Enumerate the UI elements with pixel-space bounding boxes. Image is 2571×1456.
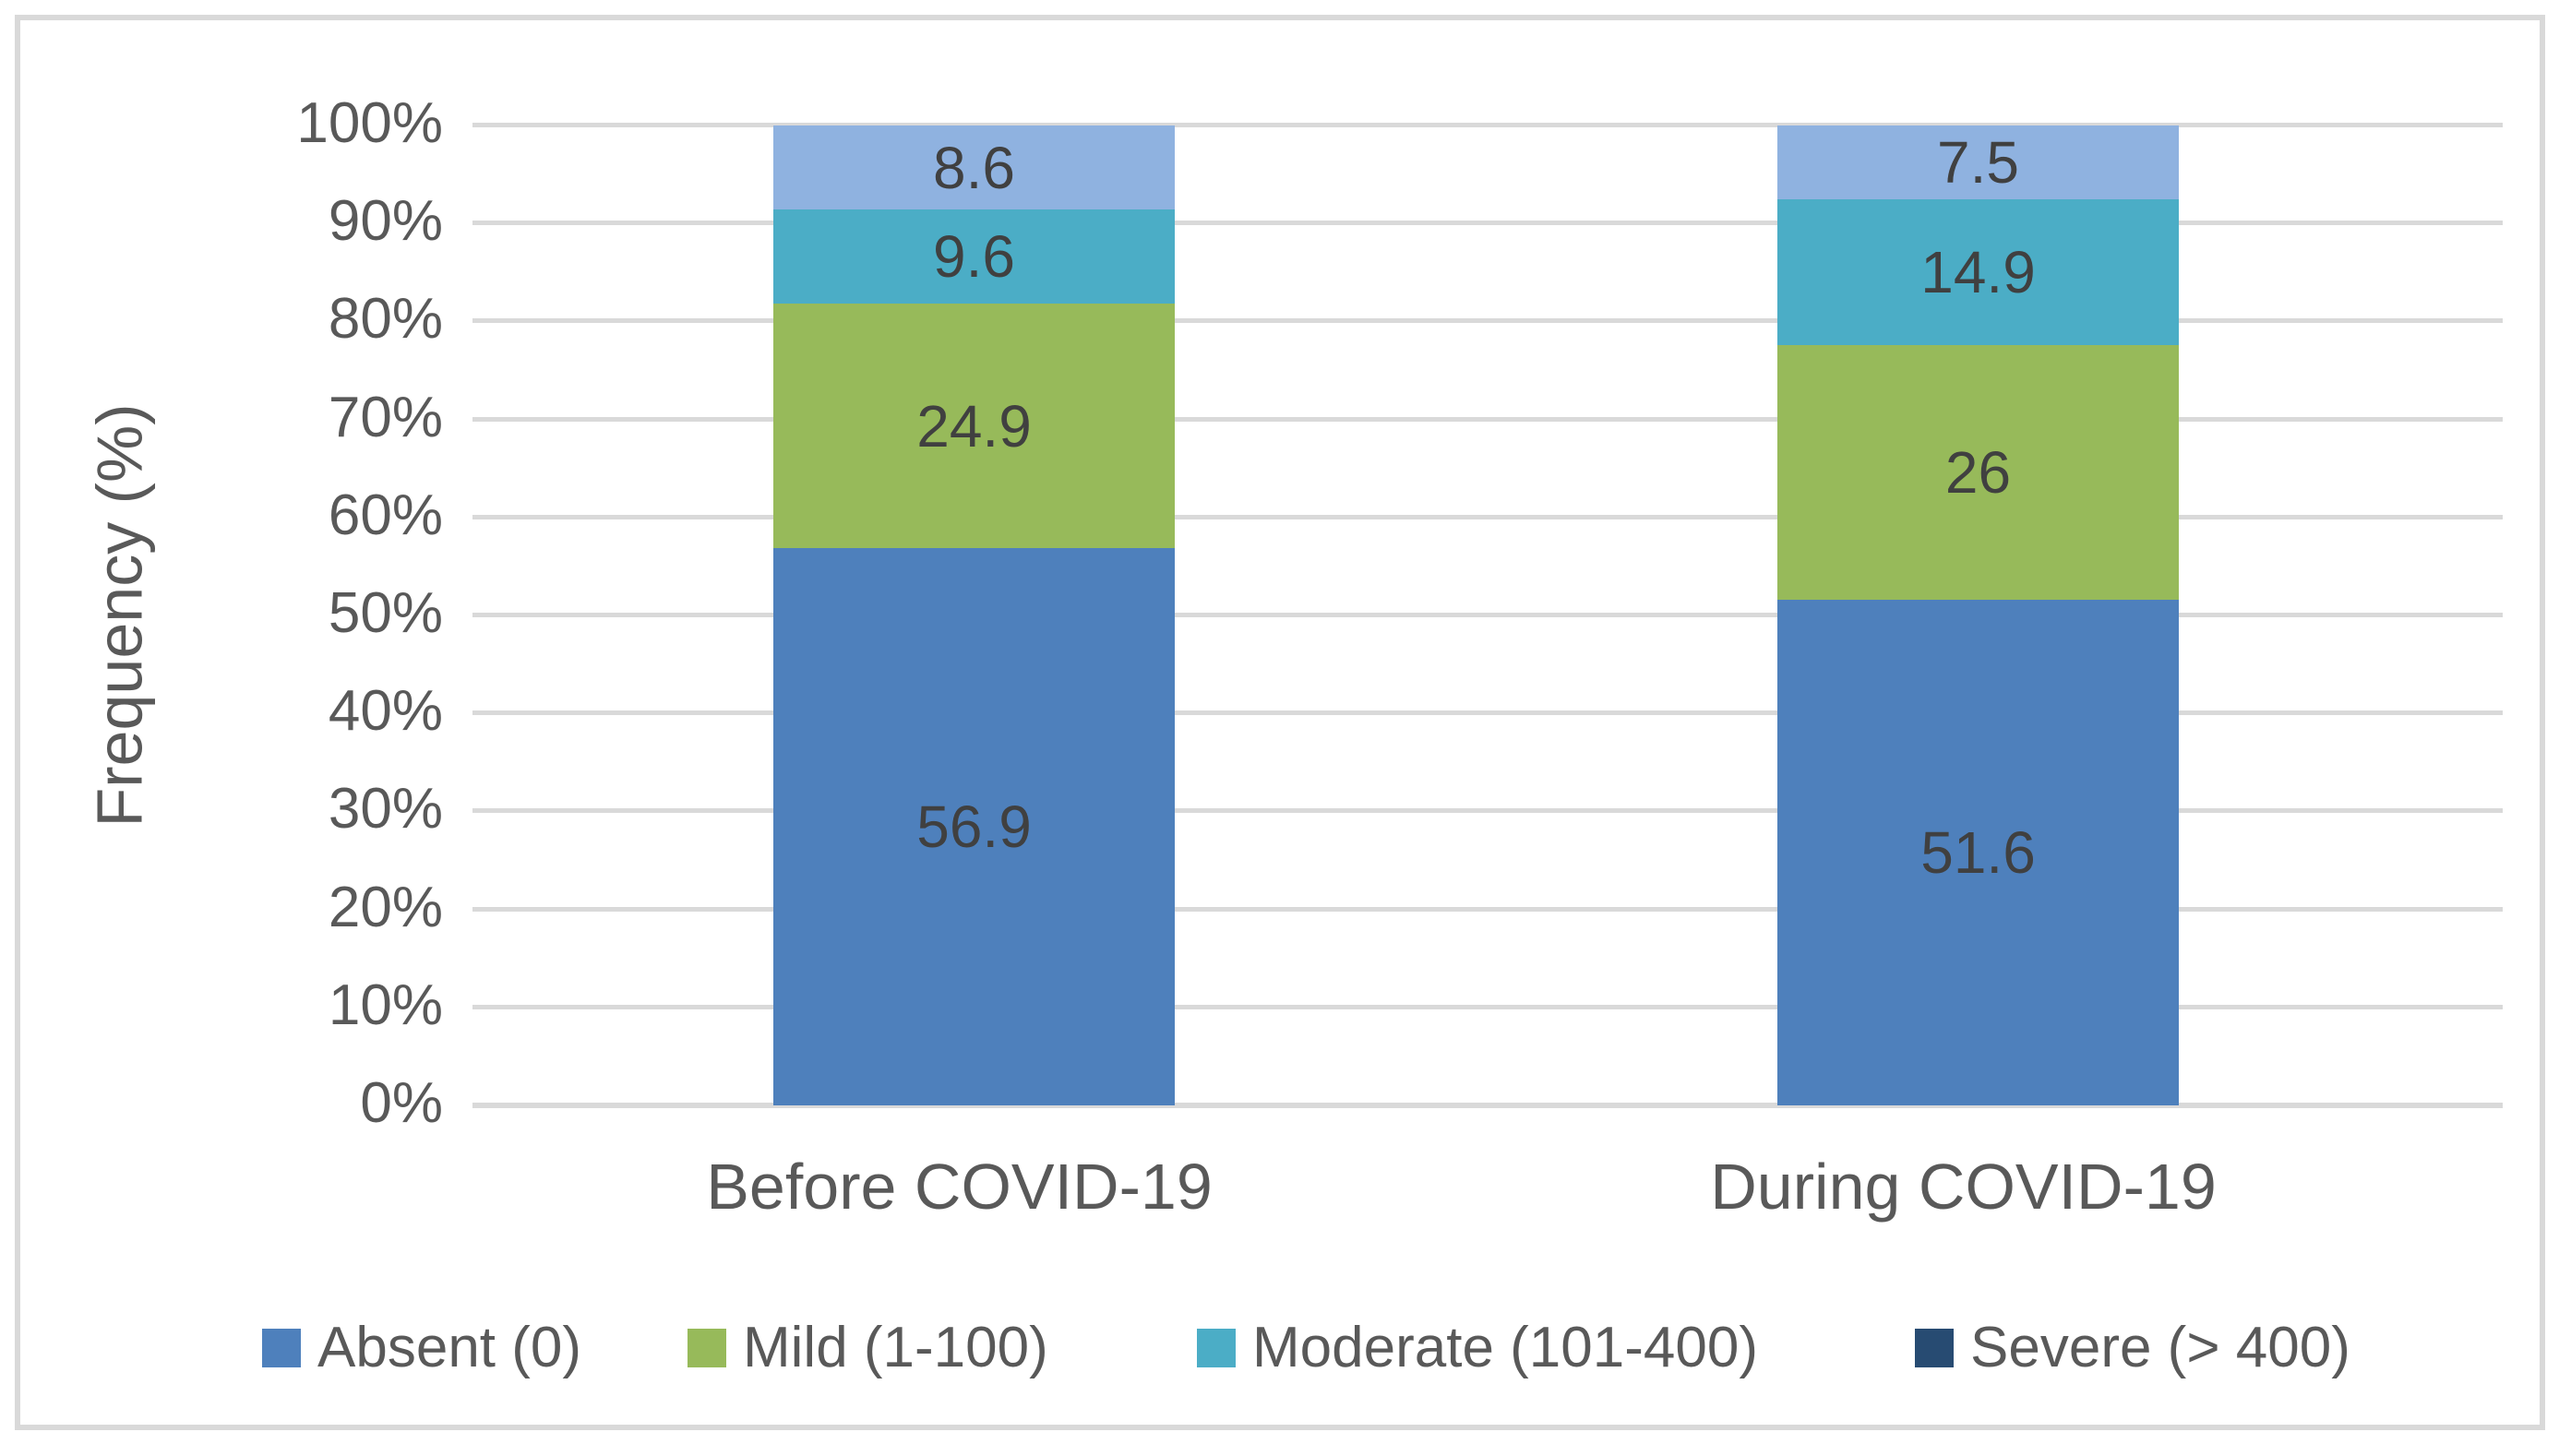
bar-segment: 14.9 bbox=[1777, 198, 2179, 345]
data-label: 24.9 bbox=[916, 392, 1032, 459]
gridline-90 bbox=[472, 221, 2503, 226]
legend-item-2: Moderate (101-400) bbox=[1197, 1318, 1758, 1378]
bar-segment: 7.5 bbox=[1777, 125, 2179, 199]
legend-label: Moderate (101-400) bbox=[1252, 1316, 1758, 1379]
bar-segment: 8.6 bbox=[773, 125, 1175, 210]
gridline-70 bbox=[472, 416, 2503, 422]
bar-0: 56.9 24.9 9.6 8.6 bbox=[773, 125, 1175, 1105]
gridline-50 bbox=[472, 613, 2503, 617]
chart-frame: Frequency (%) 56.9 24.9 9.6 8.6 51.6 26 14.9 7.… bbox=[15, 15, 2545, 1430]
bar-1: 51.6 26 14.9 7.5 bbox=[1777, 125, 2179, 1105]
legend-item-1: Mild (1-100) bbox=[688, 1318, 1048, 1378]
gridline-100 bbox=[472, 123, 2503, 127]
gridline-10 bbox=[472, 1004, 2503, 1009]
gridline-30 bbox=[472, 808, 2503, 814]
x-axis-line bbox=[472, 1103, 2503, 1108]
y-tick-label-90: 90% bbox=[328, 189, 443, 254]
legend-label: Mild (1-100) bbox=[743, 1316, 1048, 1379]
y-tick-label-70: 70% bbox=[328, 385, 443, 449]
gridline-60 bbox=[472, 514, 2503, 519]
gridline-40 bbox=[472, 710, 2503, 716]
y-axis-title-text: Frequency (%) bbox=[84, 403, 157, 828]
legend-swatch-icon bbox=[1915, 1329, 1954, 1367]
y-tick-label-80: 80% bbox=[328, 287, 443, 352]
legend-label: Absent (0) bbox=[317, 1316, 582, 1379]
legend-label: Severe (> 400) bbox=[1970, 1316, 2350, 1379]
data-label: 51.6 bbox=[1920, 819, 2036, 886]
y-tick-label-100: 100% bbox=[296, 91, 443, 155]
y-tick-label-20: 20% bbox=[328, 875, 443, 939]
legend-item-0: Absent (0) bbox=[262, 1318, 581, 1378]
legend-swatch-icon bbox=[1197, 1329, 1236, 1367]
plot-area: 56.9 24.9 9.6 8.6 51.6 26 14.9 7.5 bbox=[472, 123, 2503, 1108]
legend-swatch-icon bbox=[262, 1329, 301, 1367]
y-tick-label-40: 40% bbox=[328, 679, 443, 744]
y-tick-label-50: 50% bbox=[328, 581, 443, 645]
bar-segment: 56.9 bbox=[773, 547, 1175, 1105]
bar-segment: 26 bbox=[1777, 344, 2179, 601]
y-tick-label-60: 60% bbox=[328, 483, 443, 547]
legend-item-3: Severe (> 400) bbox=[1915, 1318, 2350, 1378]
data-label: 7.5 bbox=[1937, 128, 2019, 196]
gridline-20 bbox=[472, 906, 2503, 912]
legend-swatch-icon bbox=[688, 1329, 726, 1367]
x-category-label-0: Before COVID-19 bbox=[706, 1151, 1213, 1223]
y-tick-label-0: 0% bbox=[360, 1071, 443, 1135]
data-label: 14.9 bbox=[1920, 238, 2036, 305]
data-label: 9.6 bbox=[933, 223, 1015, 291]
data-label: 26 bbox=[1944, 438, 2012, 506]
data-label: 56.9 bbox=[916, 793, 1032, 860]
data-label: 8.6 bbox=[933, 134, 1015, 201]
bar-segment: 51.6 bbox=[1777, 600, 2179, 1105]
gridline-80 bbox=[472, 318, 2503, 324]
bar-segment: 24.9 bbox=[773, 304, 1175, 548]
bar-segment: 9.6 bbox=[773, 209, 1175, 304]
x-category-label-1: During COVID-19 bbox=[1710, 1151, 2217, 1223]
y-tick-label-30: 30% bbox=[328, 777, 443, 841]
y-tick-label-10: 10% bbox=[328, 973, 443, 1037]
